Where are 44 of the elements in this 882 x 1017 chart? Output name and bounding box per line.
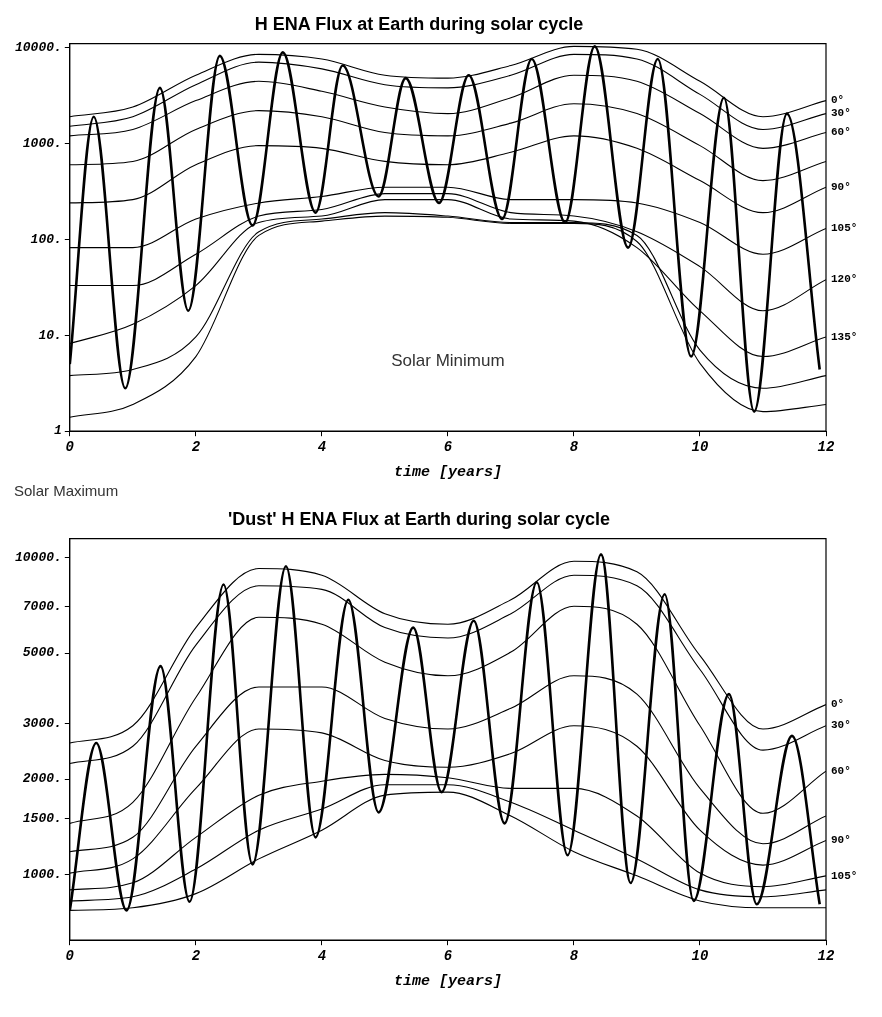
series-label: 105° xyxy=(831,869,858,882)
text: Solar Maximum xyxy=(14,481,119,499)
series-label: 120° xyxy=(831,273,858,286)
series-label: 0° xyxy=(831,94,845,107)
y-tick-label: 1500. xyxy=(22,810,62,826)
x-tick-label: 6 xyxy=(443,948,453,965)
y-tick-label: 1 xyxy=(54,423,62,439)
y-tick-label: 10. xyxy=(38,327,62,343)
y-tick-label: 2000. xyxy=(22,771,62,787)
y-tick-label: 5000. xyxy=(22,645,62,661)
series-label: 90° xyxy=(831,834,851,847)
x-tick-label: 2 xyxy=(191,439,201,456)
x-tick-label: 12 xyxy=(817,439,835,456)
x-tick-label: 4 xyxy=(317,439,327,456)
series-label: 30° xyxy=(831,107,851,120)
chart-title: H ENA Flux at Earth during solar cycle xyxy=(254,13,584,34)
x-tick-label: 12 xyxy=(817,948,835,965)
x-axis-title: time [years] xyxy=(393,972,502,990)
series-label: 135° xyxy=(831,330,858,343)
x-tick-label: 4 xyxy=(317,948,327,965)
y-tick-label: 10000. xyxy=(15,39,62,55)
x-tick-label: 8 xyxy=(569,948,579,965)
y-tick-label: 1000. xyxy=(22,135,62,151)
series-label: 90° xyxy=(831,180,851,193)
series-label: 60° xyxy=(831,764,851,777)
x-tick-label: 8 xyxy=(569,439,579,456)
y-tick-label: 1000. xyxy=(22,866,62,882)
series-label: 105° xyxy=(831,222,858,235)
chart-title: 'Dust' H ENA Flux at Earth during solar cycle xyxy=(228,508,610,529)
y-tick-label: 7000. xyxy=(22,599,62,615)
x-tick-label: 0 xyxy=(65,948,75,965)
x-tick-label: 2 xyxy=(191,948,201,965)
y-tick-label: 100. xyxy=(30,231,62,247)
x-tick-label: 10 xyxy=(691,948,709,965)
y-tick-label: 10000. xyxy=(15,550,62,566)
series-label: 0° xyxy=(831,698,845,711)
annotation: Solar Minimum xyxy=(391,351,505,371)
x-tick-label: 6 xyxy=(443,439,453,456)
y-tick-label: 3000. xyxy=(22,715,62,731)
x-tick-label: 0 xyxy=(65,439,75,456)
series-label: 30° xyxy=(831,719,851,732)
x-tick-label: 10 xyxy=(691,439,709,456)
x-axis-title: time [years] xyxy=(393,463,502,481)
series-label: 60° xyxy=(831,126,851,139)
